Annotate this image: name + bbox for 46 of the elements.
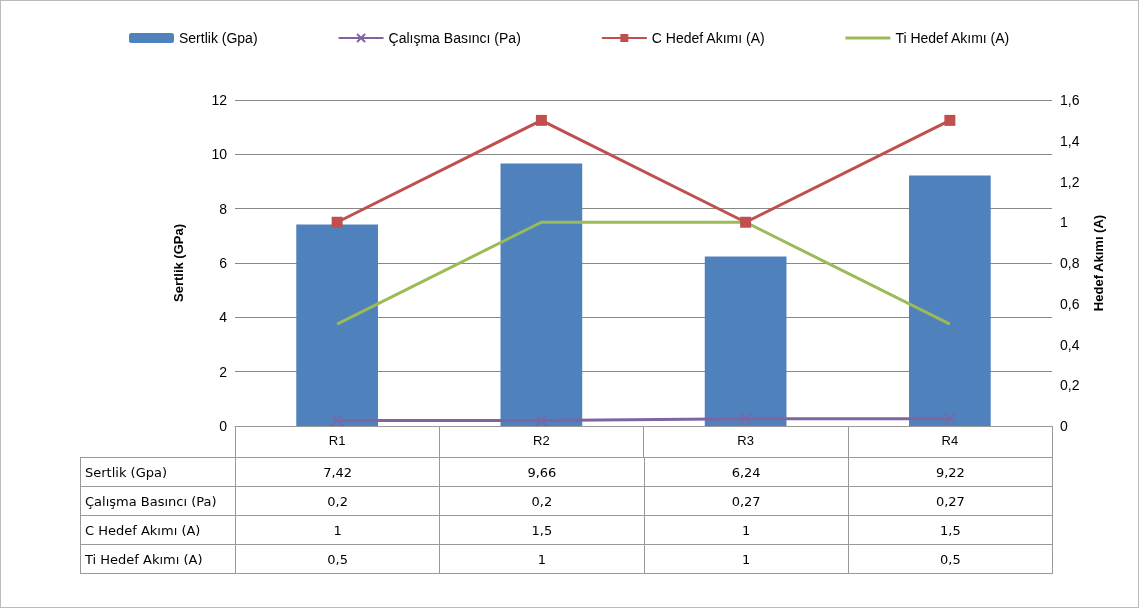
y2-tick-label: 0: [1060, 418, 1068, 434]
legend-label: C Hedef Akımı (A): [651, 30, 765, 46]
y2-tick-label: 1,4: [1060, 132, 1080, 149]
data-label: 0,5: [235, 544, 440, 574]
y2-tick-label: 0,6: [1060, 295, 1080, 312]
data-label: 1,5: [439, 515, 644, 545]
y2-axis-title: Hedef Akımı (A): [1091, 214, 1106, 312]
data-label: 9,66: [439, 457, 644, 487]
text: C Hedef Akımı (A): [85, 522, 201, 538]
y-tick-label: 8: [219, 200, 228, 217]
data-label: 6,24: [644, 457, 849, 487]
legend-label: Ti Hedef Akımı (A): [895, 30, 1010, 46]
data-label: 0,27: [644, 486, 849, 516]
y-tick-label: 12: [211, 92, 228, 108]
data-label: 1,5: [848, 515, 1053, 545]
text: Çalışma Basıncı (Pa): [85, 493, 217, 509]
data-label: 1: [644, 544, 849, 574]
x-tick-label: R2: [533, 433, 550, 448]
y-tick-label: 10: [211, 146, 228, 163]
data-label: 0,5: [848, 544, 1053, 574]
y2-tick-label: 1: [1060, 214, 1068, 231]
y-axis-title: Sertlik (GPa): [171, 223, 186, 303]
y-tick-label: 4: [219, 309, 228, 326]
data-label: 9,22: [848, 457, 1053, 487]
data-label: 1: [439, 544, 644, 574]
y-tick-label: 0: [219, 418, 228, 434]
y2-tick-label: 1,6: [1060, 92, 1080, 108]
legend-label: Çalışma Basıncı (Pa): [388, 30, 521, 46]
text: Sertlik (Gpa): [85, 464, 168, 480]
x-tick-label: R3: [737, 433, 754, 448]
data-label: 0,27: [848, 486, 1053, 516]
y-tick-label: 6: [219, 255, 228, 271]
y2-tick-label: 0,4: [1060, 336, 1080, 353]
data-label: 1: [644, 515, 849, 545]
y2-tick-label: 1,2: [1060, 173, 1080, 190]
data-label: 7,42: [235, 457, 440, 487]
data-label: 1: [235, 515, 440, 545]
y-tick-label: 2: [219, 363, 228, 380]
x-tick-label: R4: [941, 433, 959, 448]
text: Ti Hedef Akımı (A): [85, 551, 203, 567]
data-label: 0,2: [235, 486, 440, 516]
x-tick-label: R1: [328, 433, 346, 448]
y2-tick-label: 0,8: [1060, 255, 1080, 271]
data-label: 0,2: [439, 486, 644, 516]
y2-tick-label: 0,2: [1060, 377, 1080, 394]
legend-label: Sertlik (Gpa): [178, 30, 258, 46]
